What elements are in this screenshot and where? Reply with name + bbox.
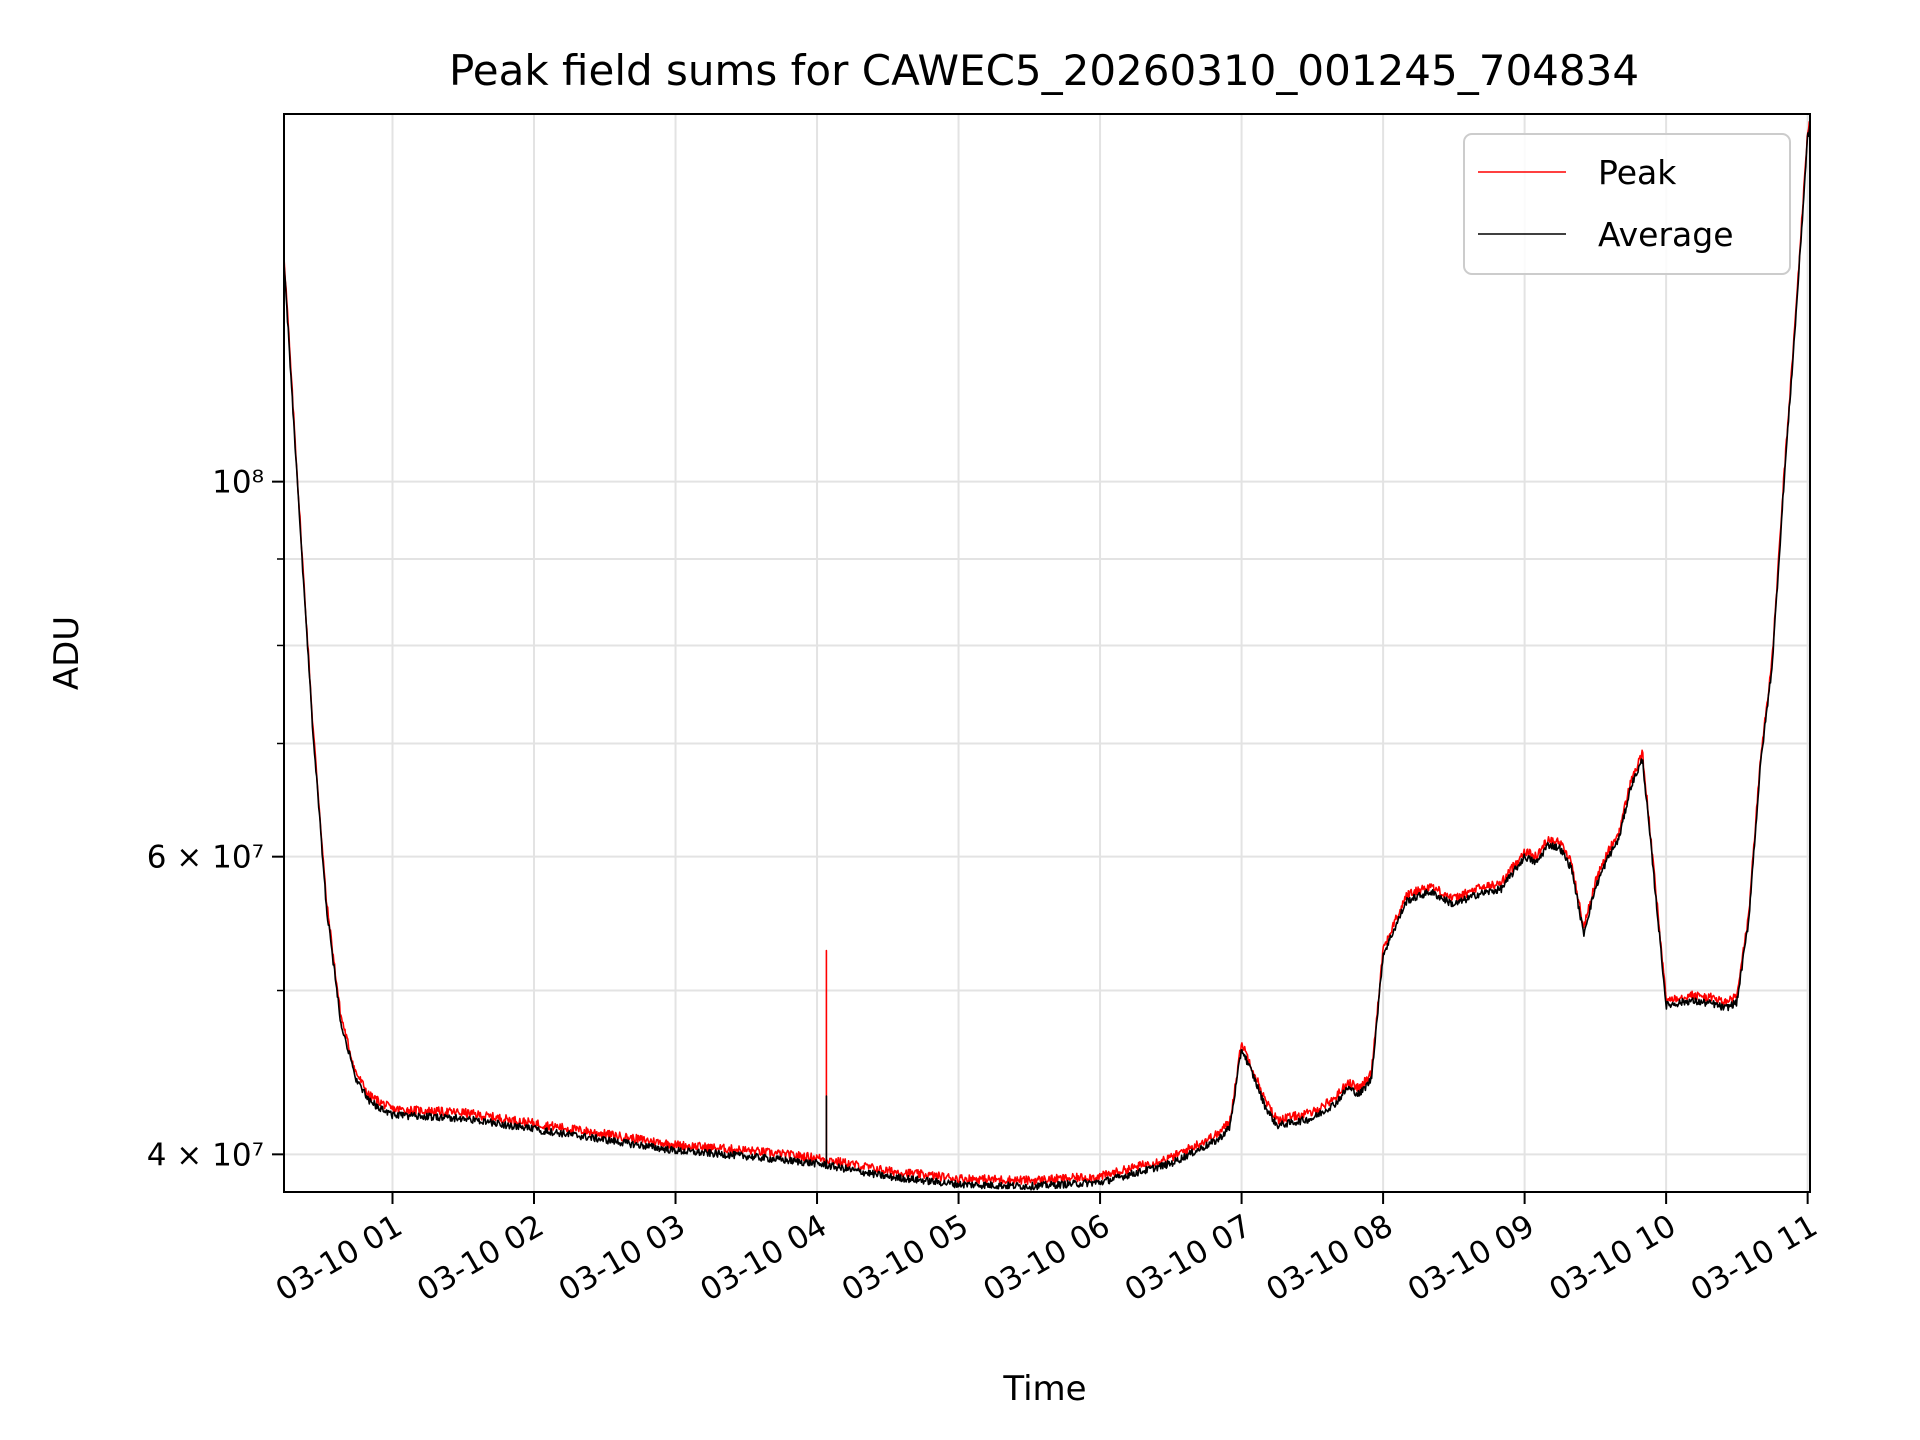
series-line-average	[283, 124, 1811, 1191]
x-axis-label: Time	[1002, 1369, 1086, 1409]
chart-title: Peak field sums for CAWEC5_20260310_0012…	[449, 46, 1639, 95]
legend: Peak Average	[1463, 133, 1791, 275]
plot-frame	[283, 113, 1811, 1193]
y-tick-label-6-10: 6 × 10⁷	[147, 840, 264, 876]
y-axis-label: ADU	[47, 616, 87, 690]
y-tick-label-4-10: 4 × 10⁷	[147, 1137, 264, 1173]
series-lines	[283, 121, 1811, 1191]
legend-box	[1463, 133, 1791, 275]
y-tick-label-10: 10⁸	[212, 465, 264, 501]
legend-label-peak: Peak	[1598, 153, 1677, 192]
grid	[284, 114, 1810, 1192]
legend-label-average: Average	[1598, 215, 1734, 254]
